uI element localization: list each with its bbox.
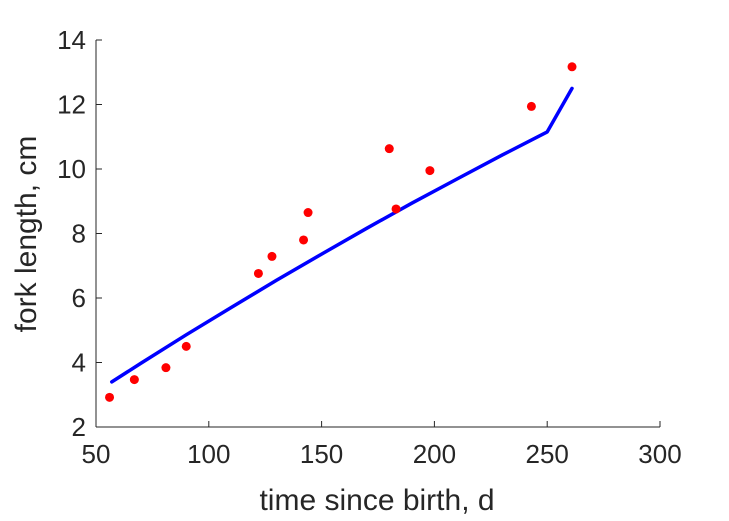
- data-point: [303, 208, 313, 218]
- x-axis-title: time since birth, d: [259, 484, 494, 517]
- data-point: [129, 375, 139, 385]
- data-point: [105, 392, 115, 402]
- data-point: [253, 268, 263, 278]
- data-point: [391, 204, 401, 214]
- data-point: [267, 251, 277, 261]
- data-point: [299, 235, 309, 245]
- x-tick-label: 200: [413, 439, 456, 469]
- y-tick-label: 10: [57, 154, 86, 184]
- y-tick-label: 4: [72, 348, 86, 378]
- x-tick-label: 100: [187, 439, 230, 469]
- y-tick-label: 6: [72, 283, 86, 313]
- fit-line: [110, 86, 574, 384]
- y-tick-label: 14: [57, 25, 86, 55]
- axes: 50 100 150 200 250 300 2 4 6 8 10 12 14: [57, 25, 682, 469]
- data-point: [425, 166, 435, 176]
- y-tick-label: 8: [72, 219, 86, 249]
- data-point: [526, 101, 536, 111]
- y-tick-label: 12: [57, 90, 86, 120]
- y-axis-title: fork length, cm: [10, 136, 43, 333]
- data-point: [161, 363, 171, 373]
- data-point: [384, 144, 394, 154]
- data-point: [567, 62, 577, 72]
- x-tick-label: 300: [638, 439, 681, 469]
- y-tick-label: 2: [72, 412, 86, 442]
- data-point: [181, 341, 191, 351]
- x-tick-label: 50: [82, 439, 111, 469]
- x-tick-label: 150: [300, 439, 343, 469]
- plot-area: [105, 62, 577, 402]
- x-tick-label: 250: [526, 439, 569, 469]
